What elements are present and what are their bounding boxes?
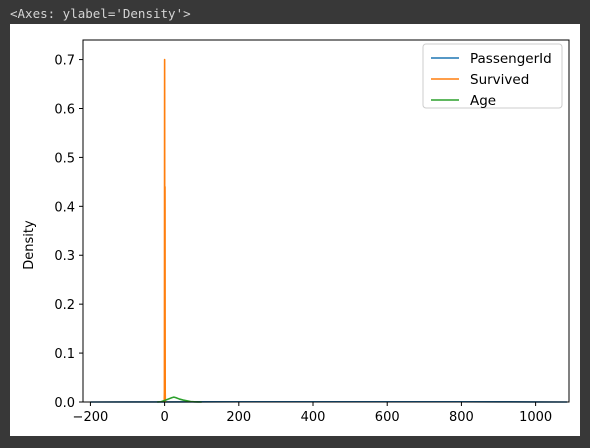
plot-lines <box>90 60 567 402</box>
legend-entry-label: Age <box>470 93 496 109</box>
y-tick-label: 0.2 <box>54 298 75 313</box>
y-tick-label: 0.3 <box>54 249 75 264</box>
y-tick-label: 0.5 <box>54 151 75 166</box>
y-tick-label: 0.4 <box>54 200 75 215</box>
x-tick-label: 0 <box>160 410 168 425</box>
y-tick-label: 0.0 <box>54 396 75 411</box>
figure: −200 0 200 400 600 800 1000 0.0 0.1 0.2 0.3 0.4 0.5… <box>10 24 580 436</box>
x-tick-label: −200 <box>73 410 109 425</box>
x-tick-label: 800 <box>449 410 474 425</box>
legend: PassengerId Survived Age <box>423 44 562 109</box>
legend-entry-label: PassengerId <box>470 51 552 67</box>
density-plot: −200 0 200 400 600 800 1000 0.0 0.1 0.2 0.3 0.4 0.5… <box>10 24 580 436</box>
x-tick-label: 1000 <box>519 410 552 425</box>
x-tick-label: 600 <box>375 410 400 425</box>
x-tick-label: 400 <box>301 410 326 425</box>
y-axis-label: Density <box>22 220 37 270</box>
legend-entry-label: Survived <box>470 72 529 88</box>
y-tick-label: 0.1 <box>54 347 75 362</box>
y-axis: 0.0 0.1 0.2 0.3 0.4 0.5 0.6 0.7 <box>54 54 83 411</box>
y-tick-label: 0.6 <box>54 102 75 117</box>
cell-output-text: <Axes: ylabel='Density'> <box>10 6 191 21</box>
x-axis: −200 0 200 400 600 800 1000 <box>73 402 553 425</box>
x-tick-label: 200 <box>226 410 251 425</box>
y-tick-label: 0.7 <box>54 54 75 69</box>
series-line-survived <box>164 60 165 402</box>
